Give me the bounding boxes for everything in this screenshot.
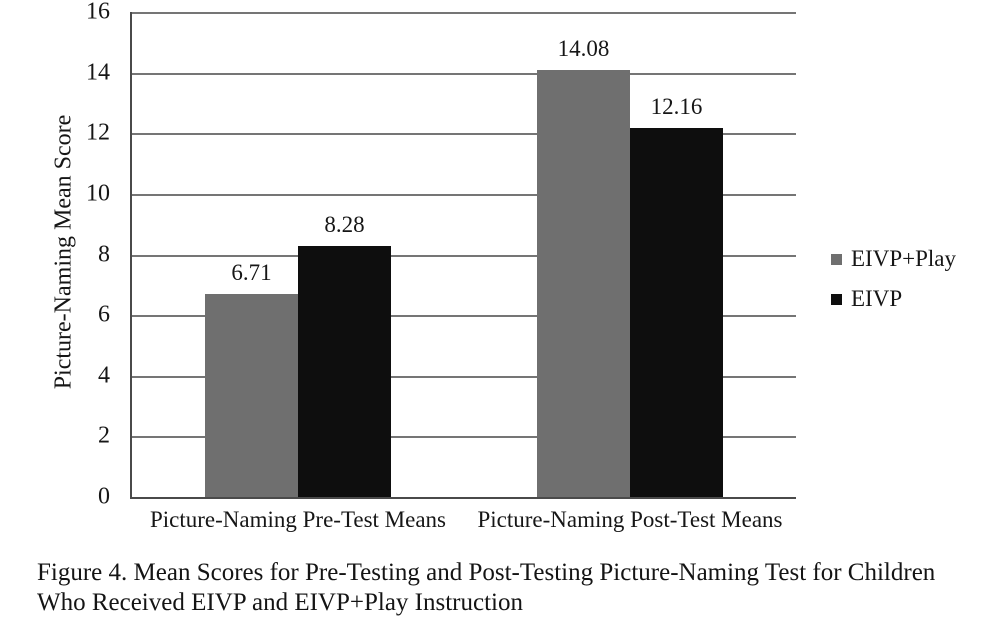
- y-tick-label-8: 8: [98, 241, 110, 267]
- gridline-8: [132, 254, 796, 257]
- figure-caption: Figure 4. Mean Scores for Pre-Testing an…: [37, 558, 977, 618]
- caption-line-2: Who Received EIVP and EIVP+Play Instruct…: [37, 589, 523, 616]
- x-category-label-picture-naming-pre-test-means: Picture-Naming Pre-Test Means: [149, 507, 447, 532]
- legend-item-eivp: EIVP: [831, 286, 956, 312]
- gridline-12: [132, 133, 796, 136]
- bar-value-label-eivp-picture-naming-pre-test-means: 8.28: [324, 212, 365, 238]
- caption-line-1: Figure 4. Mean Scores for Pre-Testing an…: [37, 559, 936, 586]
- legend-label: EIVP: [851, 286, 903, 311]
- y-tick-label-12: 12: [86, 119, 110, 146]
- bar-value-label-eivp-play-picture-naming-pre-test-means: 6.71: [231, 259, 272, 285]
- bar-value-label-eivp-picture-naming-post-test-means: 12.16: [650, 94, 703, 120]
- legend-swatch-icon: [831, 293, 842, 305]
- bar-value-label-eivp-play-picture-naming-post-test-means: 14.08: [557, 36, 610, 62]
- bar-eivp-picture-naming-post-test-means: [630, 128, 723, 497]
- y-tick-label-6: 6: [98, 301, 110, 328]
- plot-area: 6.71 8.28 14.08 12.16: [130, 12, 796, 499]
- gridline-14: [132, 72, 796, 75]
- legend-swatch-icon: [831, 253, 842, 265]
- gridline-16: [132, 12, 796, 14]
- gridline-6: [132, 315, 796, 318]
- bar-eivp-picture-naming-pre-test-means: [298, 246, 391, 497]
- y-tick-label-2: 2: [98, 422, 110, 449]
- y-tick-label-10: 10: [86, 180, 110, 207]
- legend: EIVP+Play EIVP: [831, 246, 956, 312]
- x-axis-labels: Picture-Naming Pre-Test Means Picture-Nam…: [0, 507, 996, 541]
- bar-eivp-play-picture-naming-pre-test-means: [205, 293, 298, 497]
- bar-eivp-play-picture-naming-post-test-means: [537, 70, 630, 497]
- y-tick-label-4: 4: [98, 362, 110, 389]
- gridline-2: [132, 436, 796, 439]
- legend-item-eivp-play: EIVP+Play: [831, 246, 956, 272]
- gridline-4: [132, 375, 796, 378]
- y-tick-label-14: 14: [86, 59, 110, 86]
- y-tick-label-0: 0: [98, 483, 110, 510]
- y-tick-label-16: 16: [86, 0, 110, 25]
- x-category-label-picture-naming-post-test-means: Picture-Naming Post-Test Means: [477, 507, 783, 532]
- gridline-10: [132, 193, 796, 196]
- legend-label: EIVP+Play: [851, 246, 956, 271]
